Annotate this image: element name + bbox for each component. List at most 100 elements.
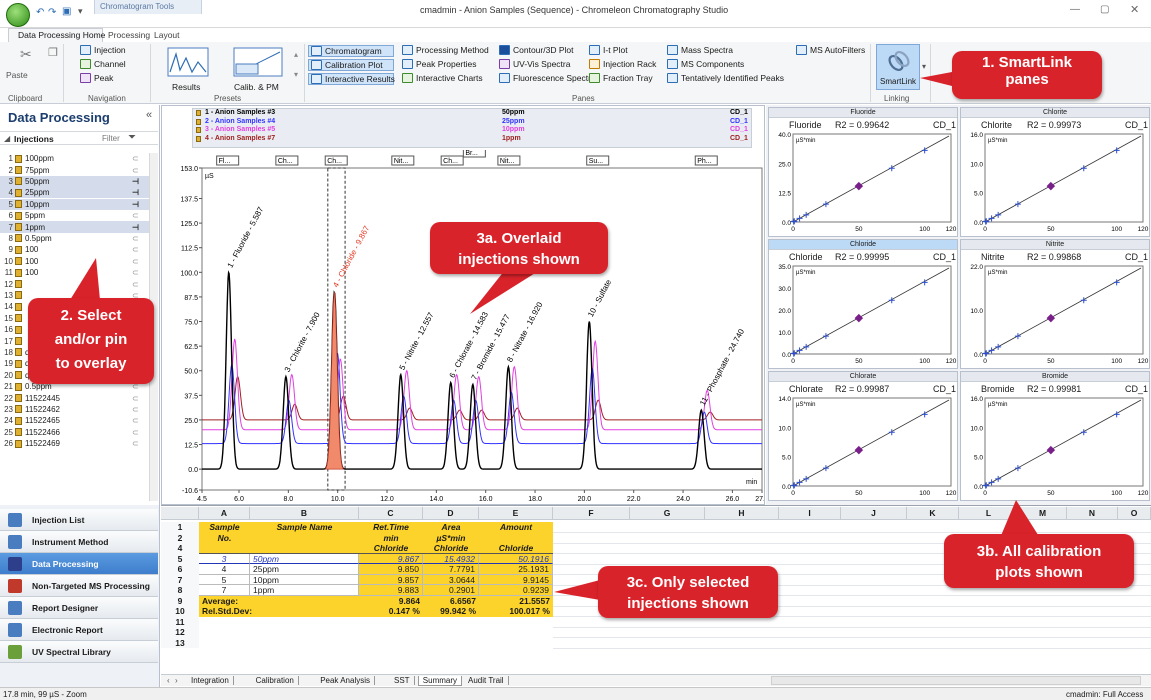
minimize-icon[interactable]: — bbox=[1070, 4, 1080, 15]
injection-row[interactable]: 25 11522466 ⊂ bbox=[0, 427, 158, 438]
nav-report-designer[interactable]: Report Designer bbox=[0, 597, 158, 619]
collapse-panel-icon[interactable]: « bbox=[146, 109, 153, 121]
unpinned-icon[interactable]: ⊂ bbox=[132, 154, 139, 164]
tab-scroll-left-icon[interactable]: ‹ bbox=[167, 676, 170, 685]
data-cell[interactable]: 9.850 bbox=[359, 564, 423, 575]
unpinned-icon[interactable]: ⊂ bbox=[132, 245, 139, 255]
calibration-point[interactable] bbox=[921, 279, 928, 286]
nav-instrument-method[interactable]: Instrument Method bbox=[0, 531, 158, 553]
unpinned-icon[interactable]: ⊂ bbox=[132, 427, 139, 437]
tab-processing[interactable]: Processing bbox=[108, 30, 151, 40]
calibration-point[interactable] bbox=[803, 475, 810, 482]
injection-row[interactable]: 11 100 ⊂ bbox=[0, 267, 158, 278]
calibration-curve-plot[interactable]: µS*min 16.0 10.0 5.0 0.00 50 100 120 bbox=[961, 130, 1151, 234]
processing-method-pane-toggle[interactable]: Processing Method bbox=[402, 45, 489, 55]
calibration-point[interactable] bbox=[1080, 297, 1087, 304]
injection-row[interactable]: 6 5ppm ⊂ bbox=[0, 210, 158, 221]
peak-tag[interactable]: Nit... bbox=[391, 155, 415, 166]
cut-icon[interactable]: ✂ bbox=[20, 46, 32, 62]
peak-tag[interactable]: Br... bbox=[462, 150, 486, 158]
calibration-point[interactable] bbox=[988, 347, 995, 354]
peak-nav-button[interactable]: Peak bbox=[80, 73, 113, 83]
chromatogram-trace-2[interactable] bbox=[202, 352, 762, 445]
calibration-curve-plot[interactable]: µS*min 22.0 10.0 0.00 50 100 120 bbox=[961, 262, 1151, 366]
selected-calibration-point[interactable] bbox=[854, 181, 864, 191]
uv-vis-spectra-pane-toggle[interactable]: UV-Vis Spectra bbox=[499, 59, 570, 69]
calibration-point[interactable] bbox=[983, 218, 990, 225]
ms-components-pane-toggle[interactable]: MS Components bbox=[667, 59, 744, 69]
channel-nav-button[interactable]: Channel bbox=[80, 59, 126, 69]
chromatogram-trace-1[interactable] bbox=[202, 270, 762, 470]
calibration-point[interactable] bbox=[1014, 201, 1021, 208]
pinned-icon[interactable]: ⊣ bbox=[132, 188, 139, 198]
calibration-point[interactable] bbox=[995, 211, 1002, 218]
fraction-tray-pane-toggle[interactable]: Fraction Tray bbox=[589, 73, 653, 83]
calibration-plot-chlorate[interactable]: Chlorate Chlorate R2 = 0.99987 CD_1 µS*min 14… bbox=[768, 371, 958, 501]
tab-layout[interactable]: Layout bbox=[154, 30, 180, 40]
presets-scroll-icon[interactable]: ▴ bbox=[294, 50, 299, 59]
peak-tag[interactable]: Ch... bbox=[324, 155, 348, 166]
calibration-curve-plot[interactable]: µS*min 35.0 30.0 20.0 10.0 0.00 50 100 120 bbox=[769, 262, 959, 366]
pinned-icon[interactable]: ⊣ bbox=[132, 176, 139, 186]
interactive-charts-pane-toggle[interactable]: Interactive Charts bbox=[402, 73, 483, 83]
nav-non-targeted-ms-processing[interactable]: Non-Targeted MS Processing bbox=[0, 575, 158, 597]
results-preset-button[interactable] bbox=[160, 46, 216, 78]
unpinned-icon[interactable]: ⊂ bbox=[132, 416, 139, 426]
data-cell[interactable]: 3 bbox=[199, 553, 250, 564]
unpinned-icon[interactable]: ⊂ bbox=[132, 382, 139, 392]
unpinned-icon[interactable]: ⊂ bbox=[132, 165, 139, 175]
injection-row[interactable]: 9 100 ⊂ bbox=[0, 244, 158, 255]
sheet-tab-integration[interactable]: Integration bbox=[187, 676, 234, 685]
calibration-plot-pane-toggle[interactable]: Calibration Plot bbox=[308, 59, 394, 71]
unpinned-icon[interactable]: ⊂ bbox=[132, 404, 139, 414]
calibration-point[interactable] bbox=[822, 333, 829, 340]
calibration-plot-fluoride[interactable]: Fluoride Fluoride R2 = 0.99642 CD_1 µS*min 40… bbox=[768, 107, 958, 237]
calibration-point[interactable] bbox=[983, 350, 990, 357]
injection-row[interactable]: 22 11522445 ⊂ bbox=[0, 392, 158, 403]
sheet-tab-calibration[interactable]: Calibration bbox=[252, 676, 299, 685]
calibration-point[interactable] bbox=[988, 215, 995, 222]
calibration-point[interactable] bbox=[888, 297, 895, 304]
calibration-plot-bromide[interactable]: Bromide Bromide R2 = 0.99981 CD_1 µS*min 16.0… bbox=[960, 371, 1150, 501]
calibration-point[interactable] bbox=[791, 218, 798, 225]
unpinned-icon[interactable]: ⊂ bbox=[132, 211, 139, 221]
peak-properties-pane-toggle[interactable]: Peak Properties bbox=[402, 59, 476, 69]
horizontal-scrollbar[interactable] bbox=[771, 676, 1141, 685]
calib-pm-preset-button[interactable] bbox=[228, 46, 288, 78]
column-header[interactable]: G bbox=[630, 507, 705, 520]
selected-calibration-point[interactable] bbox=[854, 445, 864, 455]
chromatogram-plot[interactable]: Fl... Ch... Ch... Nit... Ch... Br... Nit... Su.… bbox=[162, 150, 764, 502]
injection-row[interactable]: 4 25ppm ⊣ bbox=[0, 187, 158, 199]
column-header[interactable]: D bbox=[423, 507, 479, 520]
data-cell[interactable]: 15.4932 bbox=[423, 553, 479, 564]
calibration-point[interactable] bbox=[822, 465, 829, 472]
sheet-tab-summary[interactable]: Summary bbox=[417, 676, 463, 686]
calibration-point[interactable] bbox=[921, 411, 928, 418]
data-cell[interactable]: 3.0644 bbox=[423, 574, 479, 585]
peak-tag[interactable]: Ch... bbox=[440, 155, 464, 166]
calibration-point[interactable] bbox=[1080, 429, 1087, 436]
maximize-icon[interactable]: ▢ bbox=[1100, 4, 1110, 15]
calibration-point[interactable] bbox=[803, 211, 810, 218]
nav-injection-list[interactable]: Injection List bbox=[0, 509, 158, 531]
injection-rack-pane-toggle[interactable]: Injection Rack bbox=[589, 59, 656, 69]
peak-tag[interactable]: Fl... bbox=[216, 155, 240, 166]
pinned-icon[interactable]: ⊣ bbox=[132, 199, 139, 209]
redo-icon[interactable]: ↷ bbox=[48, 7, 57, 18]
data-cell[interactable]: 50ppm bbox=[250, 553, 359, 564]
calibration-point[interactable] bbox=[1113, 411, 1120, 418]
column-header[interactable]: N bbox=[1067, 507, 1118, 520]
legend-row[interactable]: 1 - Anion Samples #3 50ppm CD_1 bbox=[196, 109, 751, 118]
peak-tag[interactable]: Su... bbox=[586, 155, 610, 166]
injection-row[interactable]: 8 0.5ppm ⊂ bbox=[0, 233, 158, 244]
data-cell[interactable]: 9.9145 bbox=[479, 574, 553, 585]
save-icon[interactable]: ▣ bbox=[62, 6, 72, 17]
injection-row[interactable]: 13 ⊂ bbox=[0, 290, 158, 301]
column-header[interactable]: I bbox=[779, 507, 841, 520]
unpinned-icon[interactable]: ⊂ bbox=[132, 233, 139, 243]
contour-3d-plot-pane-toggle[interactable]: Contour/3D Plot bbox=[499, 45, 573, 55]
injection-row[interactable]: 10 100 ⊂ bbox=[0, 256, 158, 267]
injection-row[interactable]: 24 11522465 ⊂ bbox=[0, 415, 158, 426]
column-header[interactable]: A bbox=[199, 507, 250, 520]
presets-more-icon[interactable]: ▾ bbox=[294, 70, 299, 79]
